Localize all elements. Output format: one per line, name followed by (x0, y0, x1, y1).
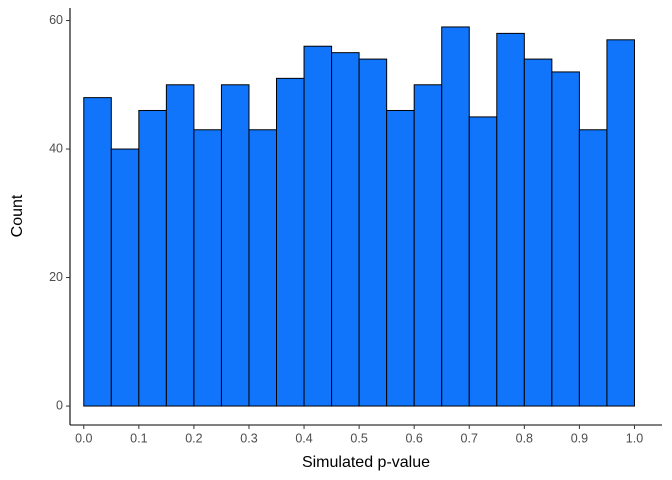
x-tick-label: 0.5 (350, 431, 367, 445)
bar (248, 129, 278, 407)
x-tick-label: 0.2 (185, 431, 202, 445)
bar (193, 129, 222, 407)
bar (441, 26, 470, 407)
x-tick-label: 0.3 (240, 431, 257, 445)
bar (303, 45, 333, 407)
x-axis-title: Simulated p-value (302, 454, 430, 471)
bar (138, 109, 167, 407)
bar (276, 77, 305, 407)
x-tick-label: 0.4 (295, 431, 312, 445)
bar (578, 129, 608, 407)
bar (165, 84, 195, 407)
x-tick-label: 0.0 (75, 431, 92, 445)
bar (496, 32, 525, 407)
bar (468, 116, 498, 407)
bar (606, 39, 635, 407)
y-tick-label: 60 (49, 13, 63, 27)
y-tick-label: 40 (49, 141, 63, 155)
x-tick-label: 0.7 (461, 431, 478, 445)
x-tick-label: 0.1 (130, 431, 147, 445)
bar (110, 148, 140, 407)
bar (331, 52, 360, 407)
bar (220, 84, 250, 407)
y-tick-label: 20 (49, 270, 63, 284)
bar (523, 58, 553, 407)
bar (413, 84, 443, 407)
bar (551, 71, 580, 407)
bar (83, 97, 112, 407)
y-axis-title: Count (9, 194, 26, 237)
x-tick-label: 0.6 (405, 431, 422, 445)
y-tick-label: 0 (56, 398, 63, 412)
x-tick-label: 0.9 (571, 431, 588, 445)
x-tick-label: 0.8 (516, 431, 533, 445)
x-tick-label: 1.0 (626, 431, 643, 445)
bar (386, 109, 415, 407)
bar (358, 58, 388, 407)
